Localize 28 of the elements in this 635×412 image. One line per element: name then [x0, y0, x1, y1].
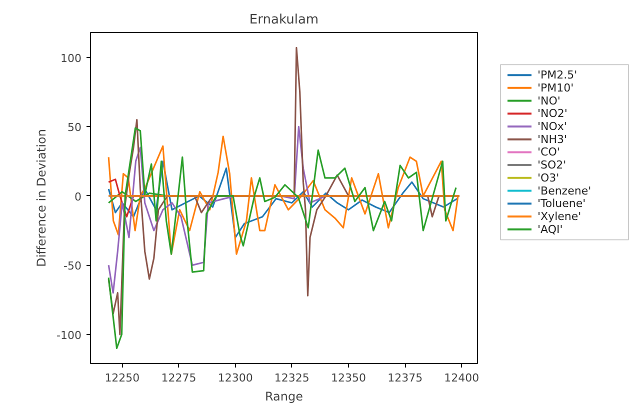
- legend-label: 'NOx': [538, 120, 567, 133]
- legend-label: 'SO2': [538, 158, 566, 172]
- y-axis-title: Difference in Deviation: [34, 129, 49, 267]
- legend-label: 'NH3': [538, 132, 568, 146]
- x-tick-label: 12375: [388, 372, 423, 384]
- legend-label: 'Xylene': [538, 210, 582, 223]
- x-tick-label: 12300: [218, 372, 253, 384]
- x-tick-label: 12275: [161, 372, 196, 384]
- x-tick-label: 12250: [104, 372, 140, 384]
- legend-label: 'NO2': [538, 107, 568, 120]
- legend-label: 'Toluene': [538, 197, 586, 210]
- x-tick-label: 12350: [331, 372, 366, 384]
- legend-label: 'NO': [538, 94, 560, 108]
- legend-label: 'CO': [538, 146, 560, 159]
- legend-label: 'O3': [538, 171, 560, 184]
- legend-label: 'PM2.5': [538, 68, 578, 82]
- x-axis-title: Range: [264, 390, 304, 404]
- x-tick-label: 12400: [444, 372, 480, 384]
- y-tick-label: 50: [68, 121, 82, 134]
- y-tick-label: -50: [64, 260, 82, 273]
- y-tick-label: 100: [60, 52, 82, 65]
- x-tick-label: 12325: [274, 372, 310, 384]
- legend-label: 'PM10': [538, 81, 574, 94]
- chart-title: Ernakulam: [249, 12, 319, 28]
- y-tick-label: 0: [74, 190, 82, 204]
- y-tick-label: -100: [56, 328, 82, 342]
- legend-label: 'AQI': [538, 222, 563, 236]
- legend-label: 'Benzene': [538, 184, 592, 198]
